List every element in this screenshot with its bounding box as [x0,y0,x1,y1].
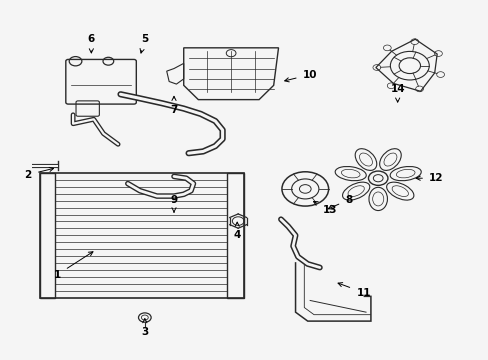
Text: 1: 1 [54,252,93,280]
Text: 10: 10 [284,69,317,82]
Text: 3: 3 [141,319,148,337]
Bar [40,173,55,298]
Text: 11: 11 [337,283,370,297]
Text: 5: 5 [140,34,148,53]
Bar [227,173,244,298]
Text: 6: 6 [87,34,95,53]
Text: 13: 13 [313,202,336,215]
Text: 4: 4 [233,222,241,240]
Text: 14: 14 [389,84,404,102]
Text: 12: 12 [415,173,443,183]
Text: 2: 2 [24,167,54,180]
Bar [40,173,244,298]
Text: 9: 9 [170,195,177,212]
Text: 8: 8 [327,195,352,209]
Text: 7: 7 [170,96,177,115]
